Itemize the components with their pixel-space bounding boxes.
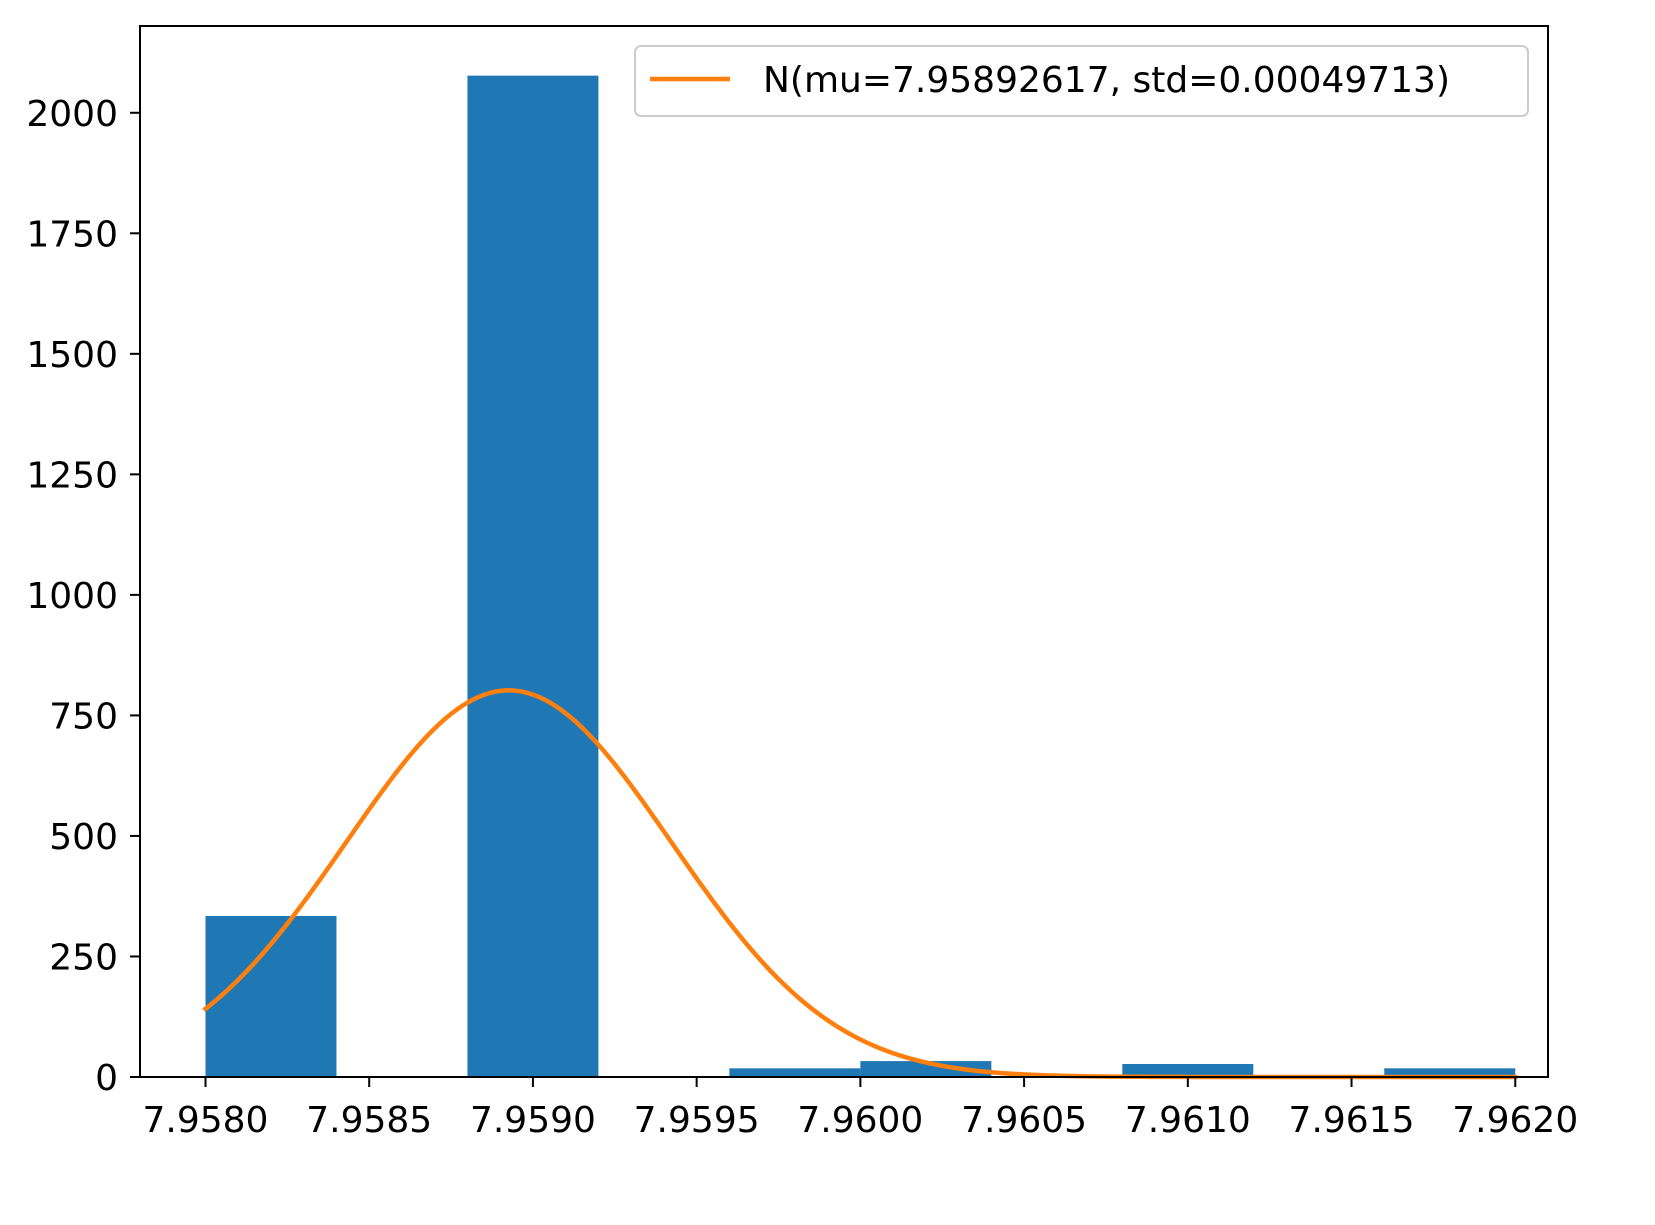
y-axis: 0 250 500 750 1000 1250 1500 1750 2000 — [26, 94, 140, 1099]
histogram-bar — [467, 75, 599, 1077]
histogram-bar — [1122, 1063, 1254, 1077]
x-tick-label: 7.9590 — [470, 1100, 596, 1141]
y-tick-label: 250 — [49, 937, 118, 978]
x-tick-label: 7.9615 — [1289, 1100, 1415, 1141]
x-tick-label: 7.9620 — [1452, 1100, 1578, 1141]
y-tick-label: 0 — [95, 1058, 118, 1099]
y-tick-label: 1750 — [26, 214, 118, 255]
legend: N(mu=7.95892617, std=0.00049713) — [634, 45, 1529, 117]
y-tick-label: 2000 — [26, 94, 118, 135]
y-tick-label: 1500 — [26, 335, 118, 376]
histogram-bar — [1384, 1068, 1516, 1077]
plot-frame — [139, 25, 1549, 1078]
x-tick-label: 7.9610 — [1125, 1100, 1251, 1141]
histogram-bars — [205, 75, 1516, 1077]
x-axis: 7.9580 7.9585 7.9590 7.9595 7.9600 7.9605 7.96… — [143, 1077, 1578, 1141]
histogram-bar — [860, 1061, 992, 1077]
x-tick-label: 7.9595 — [634, 1100, 760, 1141]
legend-box — [634, 45, 1529, 117]
x-tick-label: 7.9580 — [143, 1100, 269, 1141]
y-tick-label: 1250 — [26, 455, 118, 496]
histogram-bar — [729, 1068, 861, 1077]
histogram-bar — [205, 915, 337, 1077]
x-tick-label: 7.9600 — [797, 1100, 923, 1141]
y-tick-label: 750 — [49, 696, 118, 737]
y-tick-label: 1000 — [26, 576, 118, 617]
x-tick-label: 7.9585 — [306, 1100, 432, 1141]
x-tick-label: 7.9605 — [961, 1100, 1087, 1141]
legend-label: N(mu=7.95892617, std=0.00049713) — [763, 60, 1450, 101]
y-tick-label: 500 — [49, 817, 118, 858]
